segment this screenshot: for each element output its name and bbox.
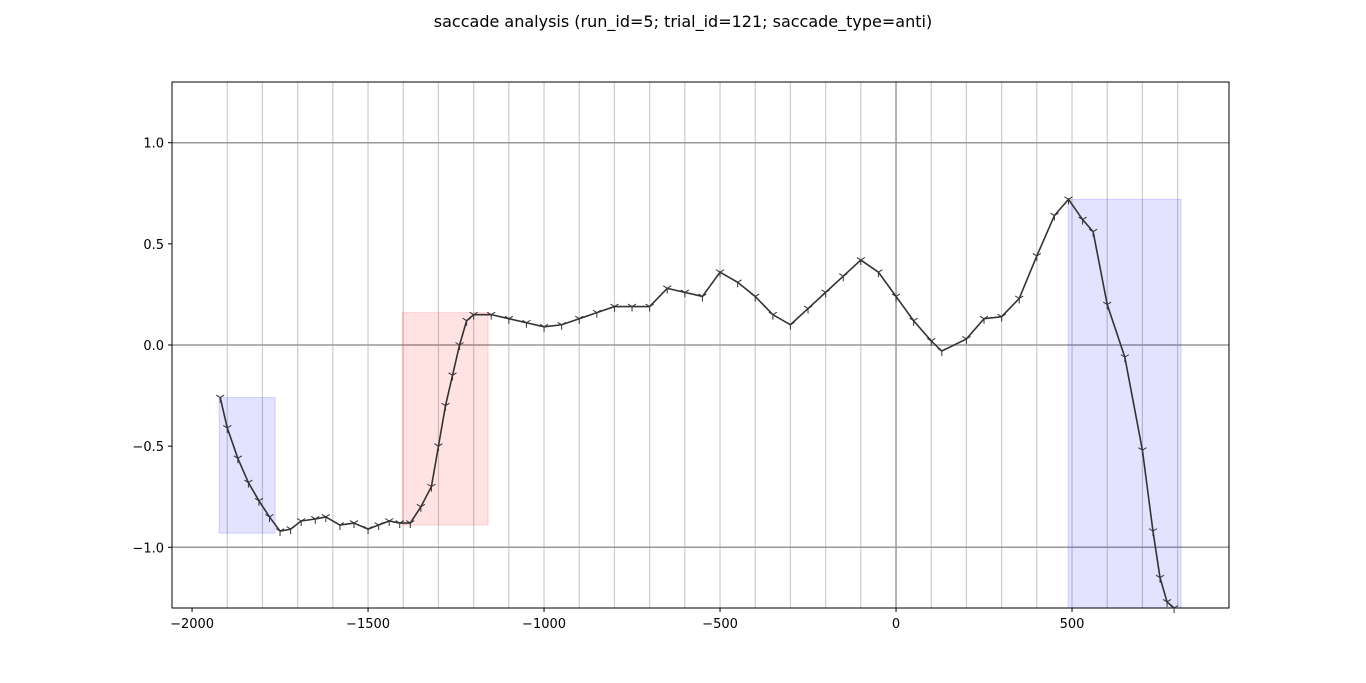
marker (504, 315, 514, 324)
marker (786, 321, 795, 330)
y-tick-label: 0.5 (143, 238, 164, 253)
x-tick-label: −500 (702, 617, 738, 632)
marker (1138, 447, 1147, 456)
marker (979, 315, 989, 324)
x-tick-label: −1500 (346, 617, 390, 632)
marker (254, 497, 264, 506)
marker (838, 273, 848, 282)
marker (462, 317, 471, 326)
marker (891, 293, 901, 302)
marker (335, 522, 345, 531)
marker (750, 293, 760, 302)
x-tick-label: 0 (892, 617, 900, 632)
marker (310, 516, 320, 524)
marker (803, 305, 813, 314)
marker (1088, 228, 1098, 237)
marker (909, 317, 918, 326)
marker (286, 526, 295, 535)
marker (395, 520, 404, 529)
x-tick-label: −2000 (170, 617, 214, 632)
marker (856, 257, 866, 266)
marker (1120, 354, 1130, 363)
marker (406, 520, 415, 529)
marker (610, 303, 619, 312)
marker (680, 289, 690, 298)
marker (448, 372, 457, 381)
marker (244, 479, 253, 488)
marker (384, 518, 394, 527)
y-tick-label: −0.5 (132, 440, 164, 455)
chart-title: saccade analysis (run_id=5; trial_id=121… (434, 12, 932, 32)
marker (1155, 574, 1165, 583)
marker (522, 319, 531, 328)
marker (715, 269, 725, 278)
marker (821, 289, 830, 298)
y-tick-label: 1.0 (143, 137, 164, 152)
marker (698, 293, 707, 302)
marker (997, 313, 1006, 322)
marker (1169, 605, 1179, 613)
marker (416, 503, 426, 512)
marker (1014, 295, 1024, 304)
marker (363, 526, 373, 535)
marker (1032, 253, 1042, 261)
marker (455, 342, 464, 350)
marker (662, 285, 672, 294)
marker (434, 443, 443, 452)
marker (233, 455, 243, 464)
marker (574, 315, 584, 324)
region (401, 312, 489, 526)
marker (321, 514, 331, 522)
marker (874, 269, 883, 278)
marker (962, 336, 971, 344)
marker (627, 303, 637, 312)
marker (768, 311, 778, 320)
marker (1162, 599, 1172, 607)
x-tick-label: 500 (1060, 617, 1085, 632)
marker (215, 394, 225, 403)
marker (469, 311, 478, 320)
marker (296, 518, 306, 527)
marker (539, 323, 549, 332)
marker (1102, 301, 1112, 310)
y-tick-label: −1.0 (132, 541, 164, 556)
region (1067, 198, 1182, 609)
marker (441, 402, 450, 411)
marker (222, 425, 232, 433)
marker (349, 520, 359, 529)
marker (1050, 212, 1059, 221)
marker (926, 338, 936, 346)
marker (733, 279, 742, 288)
y-tick-label: 0.0 (143, 339, 164, 354)
marker (645, 303, 654, 312)
marker (937, 348, 947, 357)
marker (374, 522, 383, 531)
marker (427, 483, 436, 492)
x-tick-label: −1000 (522, 617, 566, 632)
marker (265, 514, 274, 522)
marker (275, 528, 285, 537)
marker (1078, 216, 1087, 225)
marker (592, 309, 602, 318)
marker (1064, 196, 1073, 205)
marker (557, 321, 566, 330)
marker (1148, 528, 1158, 537)
marker (486, 311, 496, 320)
